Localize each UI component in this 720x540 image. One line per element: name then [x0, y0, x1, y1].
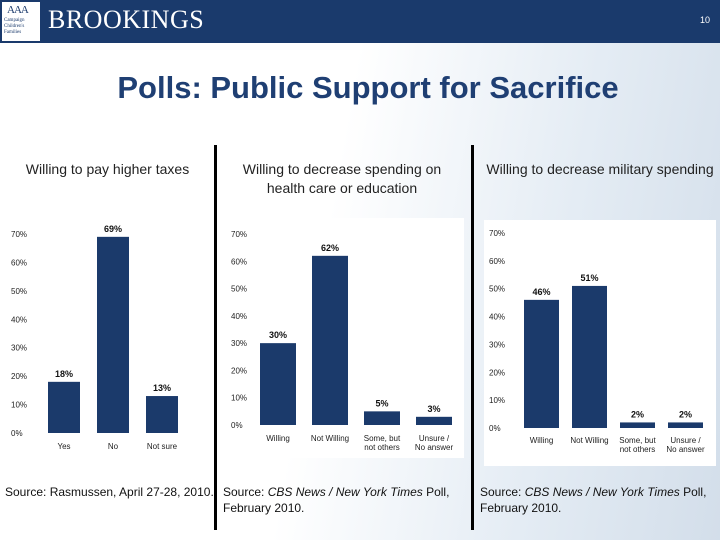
- chart-2-category-label: Not Willing: [311, 434, 349, 443]
- chart-3-category-label: Not Willing: [570, 436, 608, 445]
- chart-1-ytick: 10%: [11, 401, 27, 410]
- chart-3-source-prefix: Source:: [480, 485, 525, 499]
- chart-2-value-label: 62%: [321, 243, 339, 253]
- chart-1-ytick: 60%: [11, 258, 27, 267]
- chart-3-value-label: 46%: [532, 287, 550, 297]
- chart-3-ytick: 70%: [489, 229, 505, 238]
- slide-title: Polls: Public Support for Sacrifice: [117, 70, 619, 105]
- chart-3-ytick: 0%: [489, 424, 501, 433]
- chart-2-source-prefix: Source:: [223, 485, 268, 499]
- chart-2-svg: 0% 10% 20% 30% 40% 50% 60% 70% 30% Willing 62% Not …: [231, 230, 454, 452]
- chart-3-svg: 0% 10% 20% 30% 40% 50% 60% 70% 46% Willing 51% Not …: [489, 229, 705, 454]
- chart-3-bar: [668, 422, 703, 428]
- chart-1-bar: [146, 396, 178, 433]
- chart-2-bar: [260, 343, 296, 425]
- chart-2-panel: 0% 10% 20% 30% 40% 50% 60% 70% 30% Willing 62% Not …: [226, 218, 464, 458]
- chart-1-svg: 0% 10% 20% 30% 40% 50% 60% 70% 18% Yes 69% No 13% Not…: [11, 224, 178, 451]
- chart-3-bar: [572, 285, 607, 428]
- chart-2-category-label: Unsure /: [419, 434, 450, 443]
- chart-3-panel: 0% 10% 20% 30% 40% 50% 60% 70% 46% Willing 51% Not …: [484, 220, 716, 466]
- chart-1-value-label: 18%: [55, 369, 73, 379]
- chart-3-ytick: 10%: [489, 396, 505, 405]
- chart-1-category-label: No: [108, 442, 119, 451]
- chart-3-value-label: 51%: [580, 273, 598, 283]
- chart-3-ytick: 30%: [489, 340, 505, 349]
- logo-columns-icon: AAA: [7, 4, 29, 16]
- chart-2-ytick: 0%: [231, 421, 243, 430]
- brookings-logo: AAA Campaign Children's Families: [2, 2, 40, 41]
- chart-3-bar: [620, 422, 655, 428]
- chart-3-source: Source: CBS News / New York Times Poll, …: [480, 484, 716, 516]
- chart-3-title: Willing to decrease military spending: [486, 161, 714, 177]
- chart-3-category-label: No answer: [666, 445, 705, 454]
- chart-2-bar: [364, 411, 400, 425]
- chart-3-value-label: 2%: [631, 409, 644, 419]
- chart-1-category-label: Not sure: [147, 442, 178, 451]
- header-bar: AAA Campaign Children's Families BROOKIN…: [0, 0, 720, 43]
- chart-1-ytick: 70%: [11, 230, 27, 239]
- chart-2-ytick: 10%: [231, 394, 247, 403]
- chart-3-category-label: Willing: [530, 436, 554, 445]
- chart-3-bar: [524, 299, 559, 428]
- chart-2-source-suffix: Poll, February 2010.: [223, 485, 450, 515]
- chart-2-source-publication: CBS News / New York Times: [267, 485, 423, 499]
- chart-1-ytick: 50%: [11, 287, 27, 296]
- chart-3-ytick: 50%: [489, 285, 505, 294]
- chart-3-category-label: Unsure /: [670, 436, 701, 445]
- chart-2-bar: [416, 416, 452, 425]
- chart-2-title: Willing to decrease spending on health c…: [242, 161, 442, 196]
- logo-text: Campaign Children's Families: [4, 18, 25, 35]
- page-number: 10: [699, 15, 710, 25]
- chart-2-ytick: 30%: [231, 339, 247, 348]
- chart-2-source: Source: CBS News / New York Times Poll, …: [223, 484, 468, 516]
- divider-right: [471, 145, 474, 530]
- chart-1-bar: [48, 381, 80, 433]
- chart-2-category-label: Willing: [266, 434, 290, 443]
- chart-1-bar: [97, 236, 129, 433]
- chart-1-category-label: Yes: [57, 442, 70, 451]
- chart-2-ytick: 50%: [231, 285, 247, 294]
- chart-3-source-publication: CBS News / New York Times: [524, 485, 680, 499]
- chart-1-ytick: 40%: [11, 315, 27, 324]
- chart-2-ytick: 20%: [231, 366, 247, 375]
- chart-1-ytick: 0%: [11, 429, 23, 438]
- chart-2-category-label: Some, but: [364, 434, 401, 443]
- chart-2-ytick: 70%: [231, 230, 247, 239]
- chart-2-ytick: 60%: [231, 257, 247, 266]
- chart-2-category-label: No answer: [415, 443, 454, 452]
- chart-3-value-label: 2%: [679, 409, 692, 419]
- chart-2-bar: [312, 255, 348, 425]
- chart-2-value-label: 30%: [269, 330, 287, 340]
- divider-left: [214, 145, 217, 530]
- chart-1-value-label: 13%: [153, 383, 171, 393]
- chart-1-source: Source: Rasmussen, April 27-28, 2010.: [5, 485, 214, 499]
- chart-3-ytick: 40%: [489, 313, 505, 322]
- chart-2-value-label: 3%: [427, 404, 440, 414]
- chart-2-category-label: not others: [364, 443, 400, 452]
- chart-3-ytick: 60%: [489, 257, 505, 266]
- brand-name: BROOKINGS: [48, 5, 205, 34]
- chart-1-panel: 0% 10% 20% 30% 40% 50% 60% 70% 18% Yes 69% No 13% Not…: [6, 218, 196, 456]
- chart-3-ytick: 20%: [489, 368, 505, 377]
- chart-3-source-suffix: Poll, February 2010.: [480, 485, 707, 515]
- chart-1-title: Willing to pay higher taxes: [25, 161, 190, 177]
- chart-1-ytick: 20%: [11, 372, 27, 381]
- chart-3-category-label: not others: [620, 445, 656, 454]
- chart-2-ytick: 40%: [231, 312, 247, 321]
- chart-1-ytick: 30%: [11, 344, 27, 353]
- chart-2-value-label: 5%: [375, 398, 388, 408]
- chart-1-value-label: 69%: [104, 224, 122, 234]
- chart-3-category-label: Some, but: [619, 436, 656, 445]
